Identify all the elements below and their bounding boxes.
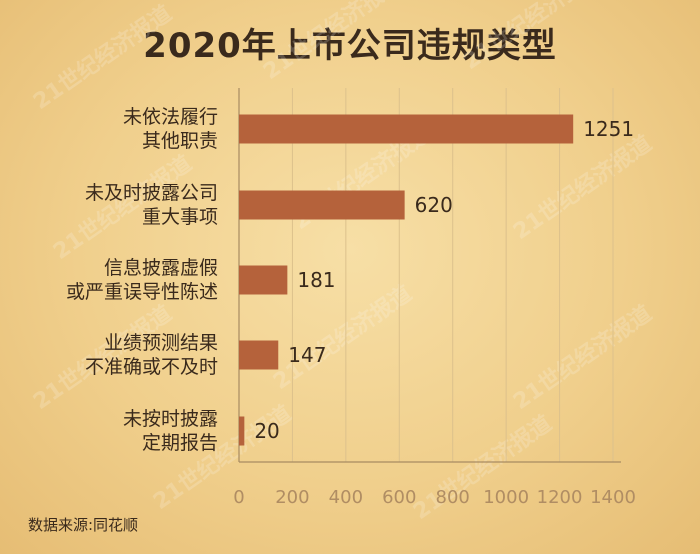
x-tick-label: 600 <box>382 487 416 508</box>
data-source: 数据来源:同花顺 <box>28 516 139 534</box>
bar <box>239 340 279 370</box>
x-tick-label: 1000 <box>483 487 529 508</box>
x-tick-label: 0 <box>233 487 244 508</box>
x-tick-label: 400 <box>329 487 363 508</box>
bar <box>239 416 245 446</box>
watermark-text: 21世纪经济报道 <box>269 280 417 395</box>
bar-value-label: 147 <box>288 343 326 367</box>
chart-title: 2020年上市公司违规类型 <box>143 26 557 66</box>
category-label: 未按时披露 <box>123 408 218 430</box>
watermark-text: 21世纪经济报道 <box>29 0 177 115</box>
category-label: 业绩预测结果 <box>104 332 218 354</box>
watermark-text: 21世纪经济报道 <box>509 130 657 245</box>
bar-value-label: 1251 <box>583 117 634 141</box>
bar <box>239 114 574 144</box>
category-label: 未依法履行 <box>123 106 218 128</box>
category-label: 其他职责 <box>142 130 218 152</box>
x-tick-label: 800 <box>436 487 470 508</box>
watermark-text: 21世纪经济报道 <box>509 300 657 415</box>
watermark-text: 21世纪经济报道 <box>259 0 407 85</box>
category-label: 重大事项 <box>142 206 218 228</box>
bar-value-label: 181 <box>297 268 335 292</box>
bar-value-label: 620 <box>415 193 453 217</box>
category-label: 定期报告 <box>142 432 218 454</box>
x-tick-label: 1400 <box>590 487 636 508</box>
bar-value-label: 20 <box>254 419 279 443</box>
category-label: 不准确或不及时 <box>85 356 218 378</box>
bar <box>239 190 405 220</box>
watermark-text: 21世纪经济报道 <box>459 0 607 75</box>
category-label: 信息披露虚假 <box>104 257 218 279</box>
category-label: 未及时披露公司 <box>85 182 218 204</box>
category-label: 或严重误导性陈述 <box>66 281 218 303</box>
x-tick-label: 200 <box>275 487 309 508</box>
bar <box>239 265 288 295</box>
x-tick-label: 1200 <box>537 487 583 508</box>
